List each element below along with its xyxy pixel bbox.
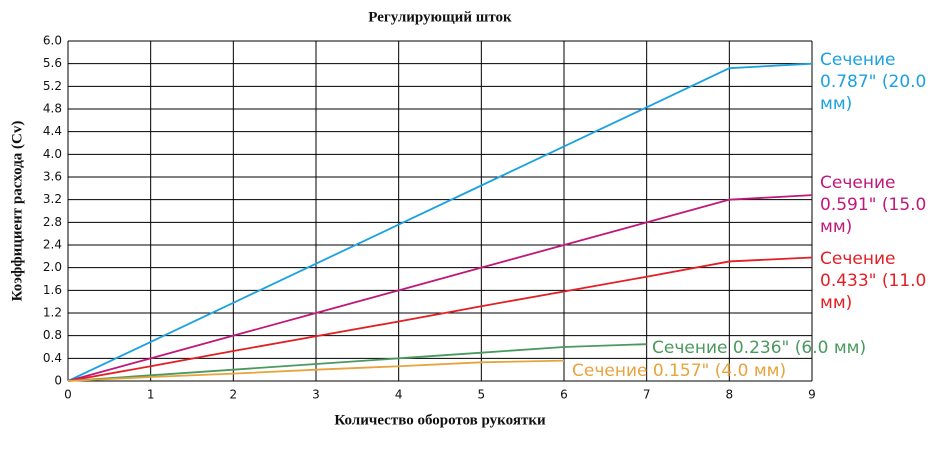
series-label: Сечение 0.236" (6.0 мм) (652, 338, 867, 358)
series-label: Сечение 0.433" (11.0 мм) (820, 249, 927, 313)
x-tick-label: 7 (643, 388, 651, 402)
y-tick-label: 5.6 (43, 56, 62, 70)
x-axis-label: Количество оборотов рукоятки (334, 412, 546, 428)
x-tick-label: 0 (64, 388, 72, 402)
y-tick-label: 4.4 (43, 124, 62, 138)
y-tick-label: 5.2 (43, 79, 62, 93)
y-tick-label: 0 (54, 374, 62, 388)
y-tick-label: 2.0 (43, 260, 62, 274)
series-label: Сечение 0.157" (4.0 мм) (572, 361, 787, 381)
y-axis-label: Коэффициент расхода (Cv) (9, 121, 25, 302)
y-tick-label: 1.6 (43, 283, 62, 297)
x-tick-label: 5 (478, 388, 486, 402)
x-tick-label: 3 (312, 388, 320, 402)
series-line (67, 62, 813, 382)
x-tick-label: 9 (808, 388, 816, 402)
y-tick-label: 3.2 (43, 192, 62, 206)
y-tick-label: 2.8 (43, 215, 62, 229)
series-label: Сечение 0.591" (15.0 мм) (820, 173, 927, 237)
x-tick-label: 8 (726, 388, 734, 402)
y-tick-label: 4.0 (43, 147, 62, 161)
x-tick-label: 6 (560, 388, 568, 402)
y-tick-label: 0.4 (43, 351, 62, 365)
x-tick-label: 1 (147, 388, 155, 402)
series-line (67, 359, 565, 382)
series-line (67, 343, 647, 382)
y-tick-label: 6.0 (43, 34, 62, 48)
series-line (67, 194, 813, 382)
y-tick-label: 2.4 (43, 238, 62, 252)
y-tick-label: 1.2 (43, 306, 62, 320)
x-tick-label: 4 (395, 388, 403, 402)
y-tick-label: 3.6 (43, 170, 62, 184)
y-tick-label: 0.8 (43, 328, 62, 342)
x-tick-label: 2 (230, 388, 238, 402)
y-tick-label: 4.8 (43, 102, 62, 116)
series-label: Сечение 0.787" (20.0 мм) (820, 50, 927, 114)
series-line (67, 256, 813, 382)
chart-title: Регулирующий шток (368, 9, 512, 25)
